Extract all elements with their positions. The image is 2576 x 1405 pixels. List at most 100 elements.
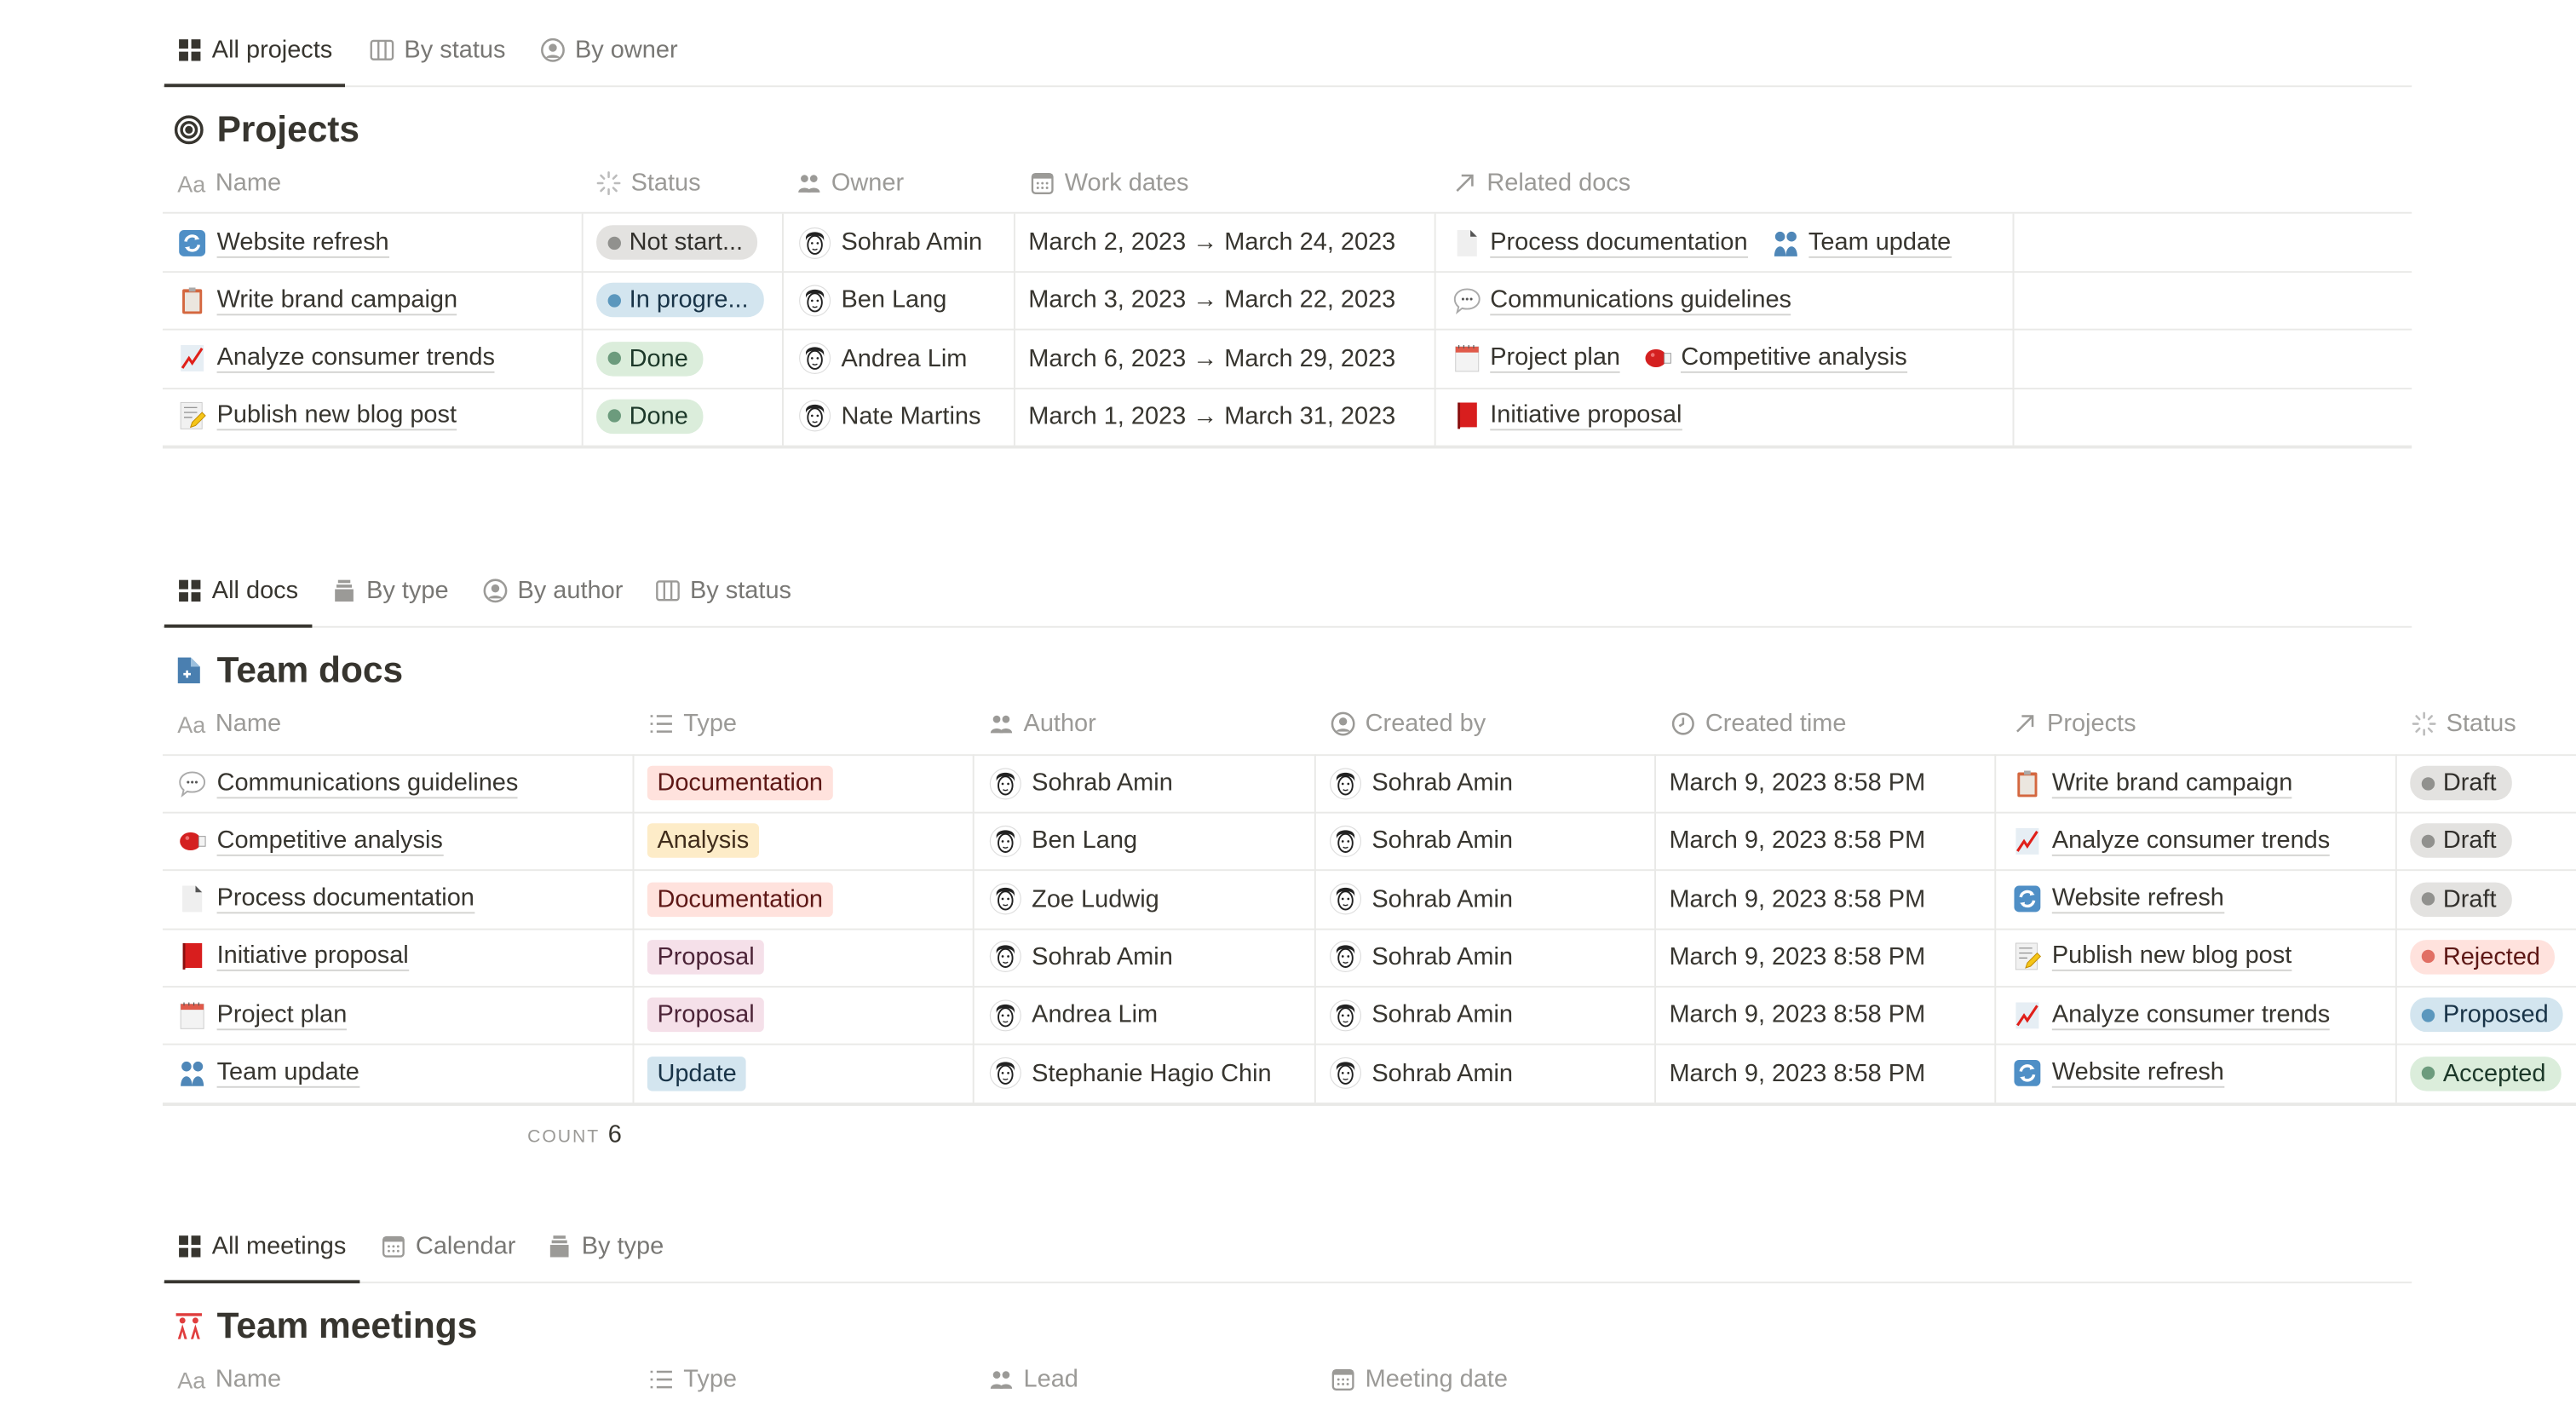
- tab-by-type[interactable]: By type: [547, 1232, 664, 1260]
- author-cell: Ben Lang: [989, 812, 1137, 870]
- page-link[interactable]: Website refresh: [2051, 1058, 2224, 1088]
- refresh-icon: [2013, 884, 2043, 914]
- row-divider: [162, 211, 2412, 214]
- tab-all-meetings[interactable]: All meetings: [164, 1232, 359, 1284]
- busts-icon: [1771, 227, 1801, 257]
- page-link[interactable]: Team update: [1808, 227, 1952, 257]
- tab-by-status[interactable]: By status: [370, 36, 505, 64]
- tab-by-status[interactable]: By status: [656, 576, 792, 605]
- column-header-owner[interactable]: Owner: [796, 170, 904, 197]
- column-header-label: Lead: [1023, 1365, 1078, 1394]
- refresh-icon: [2013, 1058, 2043, 1088]
- page-link[interactable]: Competitive analysis: [216, 826, 443, 856]
- work-dates-cell: March 2, 2023 → March 24, 2023: [1028, 228, 1396, 256]
- person-name: Sohrab Amin: [1371, 1058, 1514, 1087]
- created-by-cell: Sohrab Amin: [1329, 987, 1513, 1045]
- avatar: [1329, 767, 1362, 800]
- text-property-icon: Aa: [177, 1366, 206, 1393]
- column-header-label: Related docs: [1486, 169, 1631, 198]
- owner-cell: Nate Martins: [798, 388, 980, 446]
- avatar: [798, 342, 831, 375]
- page-link[interactable]: Analyze consumer trends: [2051, 999, 2331, 1030]
- page-link[interactable]: Project plan: [1490, 343, 1621, 373]
- page-link[interactable]: Write brand campaign: [216, 285, 458, 315]
- row-divider: [162, 1044, 2576, 1045]
- column-header-name[interactable]: Aa Name: [177, 710, 281, 738]
- work-dates-cell: March 1, 2023 → March 31, 2023: [1028, 402, 1396, 431]
- page-link[interactable]: Initiative proposal: [216, 941, 409, 972]
- people-icon: [989, 1368, 1014, 1392]
- column-header-label: Projects: [2047, 710, 2136, 738]
- work-dates-cell: March 3, 2023 → March 22, 2023: [1028, 286, 1396, 314]
- page-link[interactable]: Project plan: [216, 999, 348, 1030]
- projects-cell: Analyze consumer trends: [2013, 987, 2331, 1045]
- tab-calendar[interactable]: Calendar: [381, 1232, 515, 1260]
- tab-by-owner[interactable]: By owner: [541, 36, 678, 64]
- column-header-name[interactable]: Aa Name: [177, 1366, 281, 1394]
- page-link[interactable]: Initiative proposal: [1490, 401, 1682, 432]
- status-badge: In progre...: [596, 283, 763, 318]
- column-header-type[interactable]: Type: [649, 1366, 737, 1393]
- people-icon: [796, 171, 821, 196]
- person-name: Ben Lang: [841, 286, 947, 314]
- avatar: [798, 226, 831, 259]
- name-cell: Analyze consumer trends: [177, 330, 495, 388]
- name-cell: Team update: [177, 1045, 359, 1103]
- page-link[interactable]: Publish new blog post: [216, 401, 457, 432]
- page-link[interactable]: Website refresh: [2051, 884, 2224, 914]
- busts-icon: [177, 1058, 207, 1088]
- status-dot: [2421, 834, 2435, 848]
- people-icon: [989, 711, 1014, 736]
- column-header-status[interactable]: Status: [2412, 710, 2516, 738]
- page-link[interactable]: Competitive analysis: [1681, 343, 1907, 373]
- status-dot: [607, 409, 622, 423]
- page-link[interactable]: Team update: [216, 1058, 359, 1088]
- page-link[interactable]: Publish new blog post: [2051, 941, 2292, 972]
- database-title-text: Team docs: [216, 648, 404, 691]
- column-header-status[interactable]: Status: [596, 170, 701, 197]
- grid-icon: [177, 1234, 202, 1258]
- column-header-related-docs[interactable]: Related docs: [1452, 169, 1631, 198]
- page-link[interactable]: Write brand campaign: [2051, 768, 2293, 798]
- status-badge: Done: [596, 399, 704, 434]
- avatar: [989, 999, 1022, 1032]
- person-name: Sohrab Amin: [1371, 769, 1514, 798]
- column-header-work-dates[interactable]: Work dates: [1030, 170, 1189, 197]
- status-badge: Draft: [2410, 881, 2511, 917]
- person-circle-icon: [541, 37, 566, 62]
- table-row: Analyze consumer trends Done Andrea Lim Mar…: [0, 330, 2412, 388]
- status-badge: Rejected: [2410, 939, 2556, 975]
- status-label: Proposed: [2442, 1000, 2549, 1029]
- page-link[interactable]: Analyze consumer trends: [2051, 826, 2331, 856]
- red-book-icon: [1452, 401, 1482, 431]
- projects-cell: Write brand campaign: [2013, 754, 2293, 812]
- column-header-created-time[interactable]: Created time: [1670, 710, 1847, 738]
- page-link[interactable]: Communications guidelines: [216, 768, 519, 798]
- status-cell: Done: [596, 388, 704, 446]
- page-link[interactable]: Process documentation: [216, 884, 474, 914]
- tab-by-author[interactable]: By author: [483, 577, 623, 605]
- tab-all-projects[interactable]: All projects: [164, 36, 347, 88]
- type-tag: Proposal: [647, 939, 765, 975]
- tab-label: By status: [690, 576, 792, 605]
- type-cell: Proposal: [647, 987, 765, 1045]
- page-link[interactable]: Analyze consumer trends: [216, 343, 495, 373]
- person-name: Sohrab Amin: [841, 228, 983, 256]
- created-time-cell: March 9, 2023 8:58 PM: [1669, 884, 1926, 913]
- page-link[interactable]: Website refresh: [216, 227, 389, 257]
- type-tag: Documentation: [647, 765, 833, 801]
- projects-cell: Publish new blog post: [2013, 928, 2292, 986]
- person-name: Zoe Ludwig: [1032, 884, 1159, 913]
- page-link[interactable]: Communications guidelines: [1490, 285, 1792, 315]
- page-link[interactable]: Process documentation: [1490, 227, 1748, 257]
- column-header-meeting-date[interactable]: Meeting date: [1331, 1366, 1508, 1393]
- column-header-created-by[interactable]: Created by: [1331, 710, 1486, 738]
- column-header-lead[interactable]: Lead: [989, 1365, 1078, 1394]
- column-header-author[interactable]: Author: [989, 710, 1096, 738]
- column-header-projects[interactable]: Projects: [2013, 710, 2136, 738]
- tab-by-type[interactable]: By type: [332, 577, 449, 605]
- tab-all-docs[interactable]: All docs: [164, 577, 311, 628]
- column-header-name[interactable]: Aa Name: [177, 170, 281, 198]
- column-header-type[interactable]: Type: [649, 710, 737, 738]
- status-dot: [2421, 1066, 2435, 1080]
